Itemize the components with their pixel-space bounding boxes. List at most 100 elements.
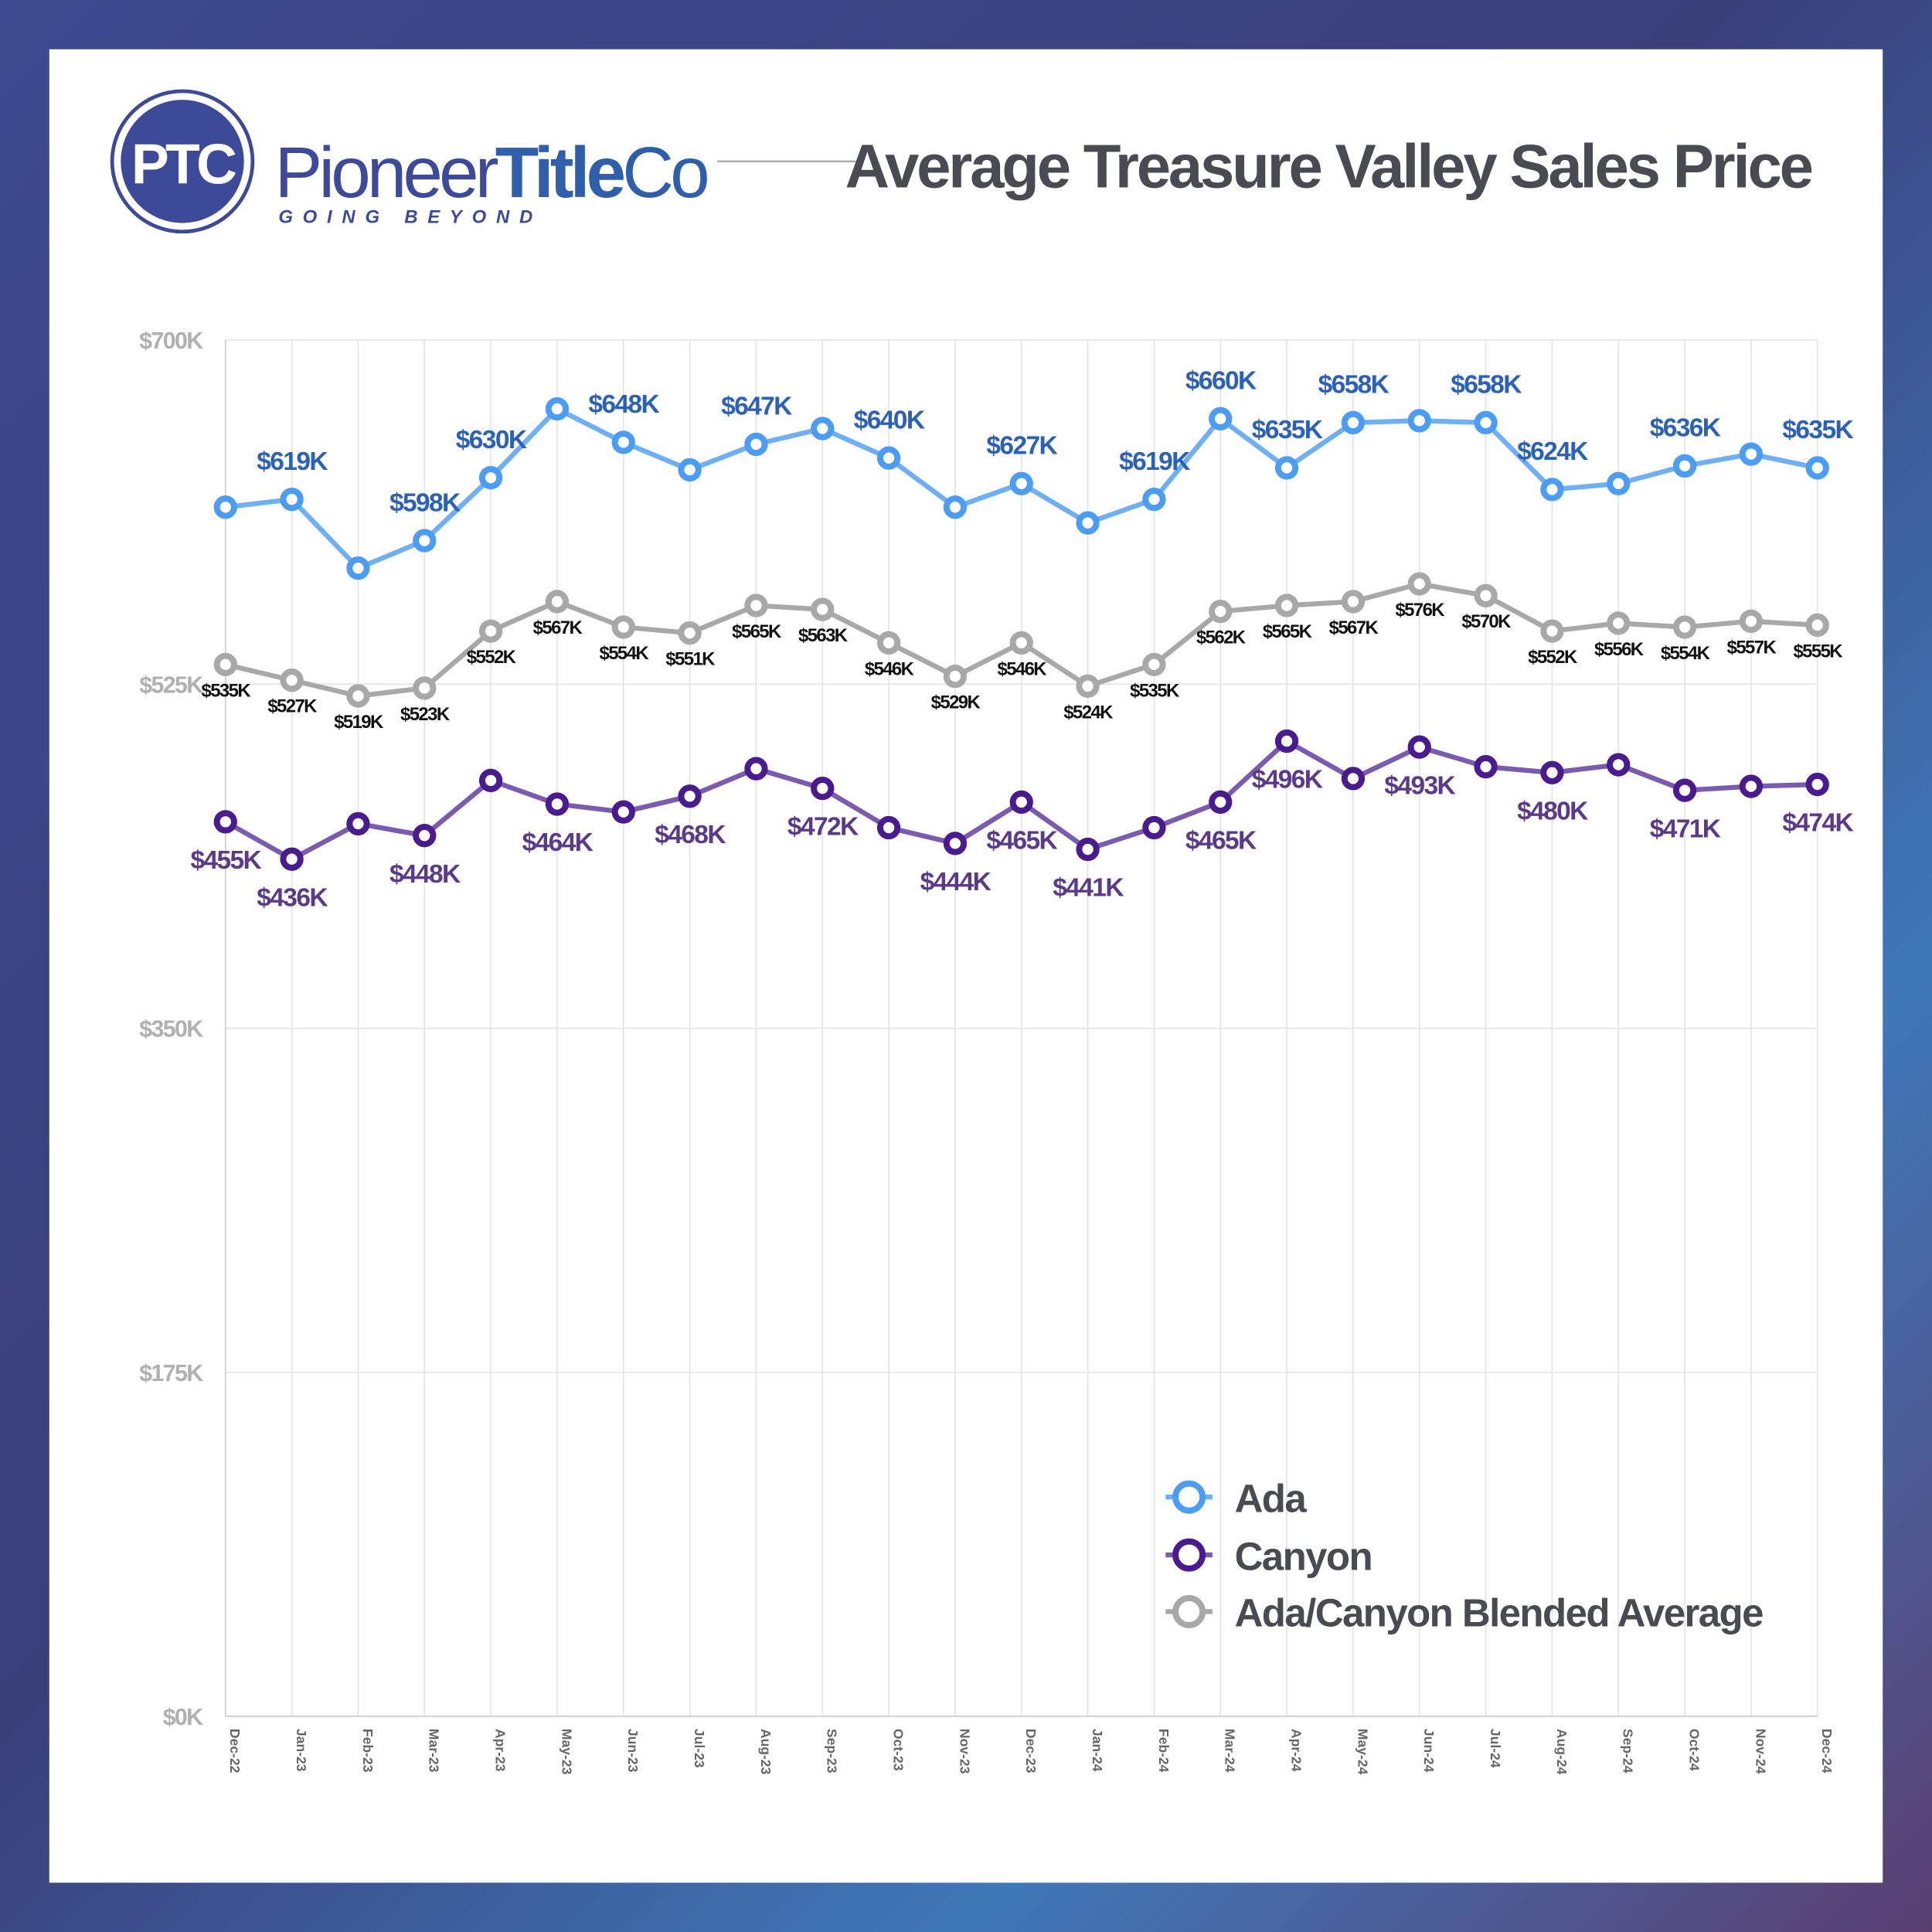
data-point	[1540, 619, 1564, 643]
legend-label: Ada/Canyon Blended Average	[1235, 1591, 1764, 1635]
data-point	[1076, 674, 1100, 698]
data-point	[678, 457, 702, 482]
x-tick-label: Feb-24	[1156, 1729, 1172, 1773]
data-point	[1142, 652, 1166, 676]
data-label: $624K	[1517, 437, 1588, 466]
data-point	[678, 784, 702, 808]
legend-item: Ada/Canyon Blended Average	[1165, 1591, 1764, 1635]
data-label: $567K	[1329, 617, 1379, 638]
data-point	[678, 621, 702, 645]
x-tick-label: Sep-23	[825, 1729, 840, 1774]
data-label: $598K	[389, 488, 461, 517]
x-tick-label: Jul-23	[692, 1729, 707, 1768]
data-label: $468K	[655, 821, 726, 849]
data-point	[1341, 767, 1366, 791]
data-point	[1672, 778, 1697, 802]
y-tick-label: $525K	[139, 672, 203, 698]
data-point	[744, 757, 768, 781]
data-point	[1407, 735, 1431, 759]
data-label: $636K	[1650, 414, 1721, 443]
data-point	[413, 676, 437, 700]
y-tick-label: $350K	[139, 1017, 203, 1043]
data-label: $552K	[467, 647, 517, 668]
data-point	[346, 556, 370, 580]
data-label: $552K	[1528, 647, 1578, 668]
legend-marker-icon	[1172, 1480, 1206, 1514]
data-label: $551K	[665, 649, 716, 670]
data-point	[1540, 760, 1564, 784]
data-label: $630K	[456, 426, 527, 454]
data-point	[280, 847, 304, 871]
data-point	[413, 529, 437, 553]
legend: Ada Canyon Ada/Canyon Blended Average	[1165, 1476, 1764, 1635]
x-tick-label: Jun-23	[625, 1729, 641, 1773]
data-point	[1672, 454, 1697, 478]
data-label: $570K	[1461, 611, 1512, 632]
data-label: $563K	[798, 625, 849, 646]
x-tick-label: Feb-23	[360, 1729, 376, 1773]
y-tick-label: $0K	[163, 1705, 203, 1730]
data-point	[1474, 410, 1498, 435]
x-axis: Dec-22 Jan-23 Feb-23 Mar-23 Apr-23 May-23 Jun-…	[227, 1729, 1835, 1775]
data-label: $619K	[1119, 447, 1190, 476]
chart-title: Average Treasure Valley Sales Price	[845, 131, 1812, 200]
x-tick-label: Apr-23	[492, 1729, 508, 1772]
logo-outer-ring	[110, 89, 255, 234]
data-point	[611, 430, 635, 454]
data-point	[1076, 837, 1100, 862]
data-point	[876, 815, 901, 840]
data-point	[346, 684, 370, 708]
data-label: $493K	[1384, 771, 1455, 800]
data-point	[213, 810, 237, 834]
data-label: $448K	[389, 860, 461, 889]
data-point	[744, 594, 768, 617]
data-point	[611, 615, 635, 639]
data-label: $523K	[400, 704, 451, 725]
data-label: $647K	[721, 393, 792, 421]
data-label: $627K	[986, 432, 1057, 461]
data-label: $474K	[1782, 809, 1853, 838]
data-label: $556K	[1594, 639, 1645, 660]
data-label: $635K	[1252, 416, 1323, 444]
chart-card	[49, 49, 1883, 1883]
legend-item: Ada	[1165, 1476, 1308, 1520]
data-point	[1672, 615, 1697, 639]
data-point	[1474, 754, 1498, 779]
data-label: $660K	[1185, 367, 1257, 396]
data-label: $555K	[1793, 641, 1843, 662]
logo-mark: PTC	[131, 133, 236, 196]
data-point	[1805, 613, 1829, 638]
legend-label: Canyon	[1235, 1534, 1372, 1578]
data-point	[1341, 410, 1366, 435]
data-label: $480K	[1517, 797, 1588, 825]
series-layer: $619K $598K $630K $648K $647K $640K $627K $619K…	[190, 367, 1855, 913]
data-point	[1341, 590, 1366, 614]
data-label: $519K	[334, 712, 384, 733]
x-tick-label: Oct-24	[1686, 1729, 1702, 1771]
data-point	[413, 824, 437, 848]
x-tick-label: Dec-22	[227, 1729, 243, 1774]
data-point	[1739, 774, 1764, 798]
data-point	[280, 668, 304, 692]
data-point	[1407, 409, 1431, 433]
data-point	[1474, 583, 1498, 607]
data-point	[1142, 815, 1166, 840]
data-point	[1274, 594, 1299, 617]
data-label: $554K	[600, 643, 650, 664]
data-point	[545, 792, 570, 816]
data-point	[1209, 600, 1233, 624]
x-tick-label: Mar-23	[427, 1729, 442, 1773]
x-tick-label: Nov-24	[1753, 1729, 1768, 1774]
data-point	[1009, 471, 1033, 495]
x-tick-label: May-24	[1355, 1729, 1370, 1775]
data-label: $635K	[1782, 416, 1853, 444]
brand-tagline: GOING BEYOND	[278, 207, 543, 228]
y-tick-label: $700K	[139, 328, 203, 354]
x-tick-label: Nov-23	[957, 1729, 972, 1774]
data-point	[1009, 790, 1033, 815]
data-point	[1274, 456, 1299, 480]
data-point	[545, 396, 570, 421]
data-point	[1540, 478, 1564, 502]
data-point	[611, 800, 635, 824]
data-point	[1209, 406, 1233, 430]
